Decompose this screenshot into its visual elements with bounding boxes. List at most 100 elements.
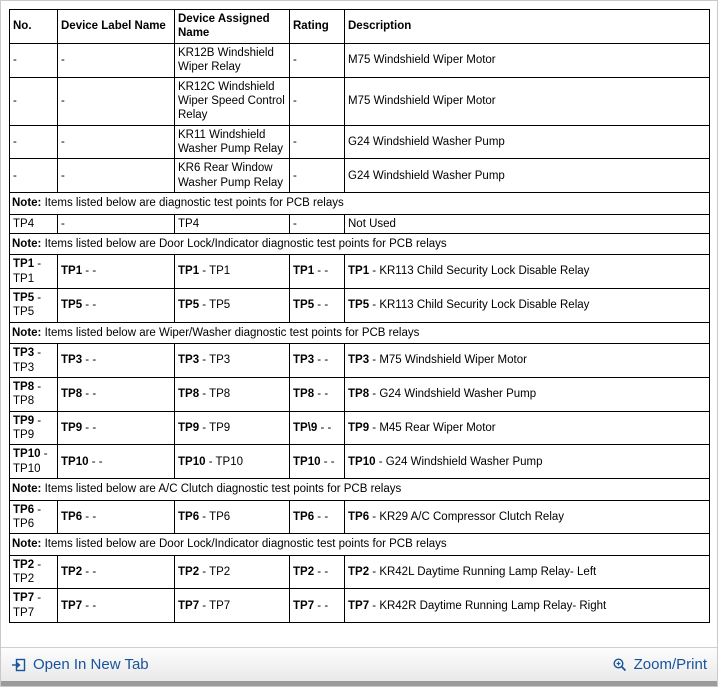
table-cell: TP\9 - - xyxy=(289,410,345,446)
note-row: Note: Items listed below are Door Lock/I… xyxy=(9,533,710,556)
table-body: - - KR12B Windshield Wiper Relay - M75 Winds… xyxy=(9,42,710,624)
table-cell: TP2 - TP2 xyxy=(9,554,58,590)
table-cell: KR11 Windshield Washer Pump Relay xyxy=(174,124,290,160)
table-container: No. Device Label Name Device Assigned Name… xyxy=(1,1,717,647)
table-cell: TP7 - TP7 xyxy=(174,588,290,624)
table-row: - - KR12B Windshield Wiper Relay - M75 Winds… xyxy=(9,42,710,78)
table-cell: TP8 - G24 Windshield Washer Pump xyxy=(344,376,710,412)
table-cell: TP5 - - xyxy=(289,288,345,323)
table-cell: KR6 Rear Window Washer Pump Relay xyxy=(174,158,290,194)
table-cell: TP1 - TP1 xyxy=(174,254,290,289)
table-cell: TP4 xyxy=(174,213,290,234)
table-cell: TP9 - M45 Rear Wiper Motor xyxy=(344,410,710,446)
table-cell: - xyxy=(289,76,345,126)
table-cell: TP9 - TP9 xyxy=(174,410,290,446)
table-cell: Not Used xyxy=(344,213,710,234)
table-cell: TP3 - TP3 xyxy=(9,343,58,378)
table-cell: TP7 - KR42R Daytime Running Lamp Relay- … xyxy=(344,588,710,624)
table-cell: TP5 - KR113 Child Security Lock Disable … xyxy=(344,288,710,323)
column-header: Rating xyxy=(289,9,345,44)
zoom-magnifier-icon xyxy=(612,657,628,673)
table-cell: TP8 - - xyxy=(57,376,175,412)
panel-bottom-edge xyxy=(1,681,717,686)
open-in-new-tab-label: Open In New Tab xyxy=(33,656,149,673)
table-cell: TP6 - TP6 xyxy=(9,499,58,535)
table-cell: - xyxy=(57,42,175,78)
table-row: TP8 - TP8 TP8 - - TP8 - TP8 TP8 - - TP8 - G2… xyxy=(9,376,710,412)
column-header: Description xyxy=(344,9,710,44)
table-cell: TP8 - - xyxy=(289,376,345,412)
table-row: - - KR11 Windshield Washer Pump Relay - G24 … xyxy=(9,124,710,160)
note-cell: Note: Items listed below are Door Lock/I… xyxy=(9,232,710,256)
open-in-new-tab-link[interactable]: Open In New Tab xyxy=(11,656,149,673)
table-cell: - xyxy=(57,158,175,194)
table-cell: TP1 - - xyxy=(289,254,345,289)
table-cell: TP2 - KR42L Daytime Running Lamp Relay- … xyxy=(344,554,710,590)
note-row: Note: Items listed below are A/C Clutch … xyxy=(9,478,710,501)
column-header: Device Assigned Name xyxy=(174,9,290,44)
table-cell: TP3 - - xyxy=(289,343,345,378)
table-cell: - xyxy=(289,158,345,194)
table-row: TP7 - TP7 TP7 - - TP7 - TP7 TP7 - - TP7 - KR… xyxy=(9,588,710,624)
table-cell: TP6 - TP6 xyxy=(174,499,290,535)
table-cell: KR12C Windshield Wiper Speed Control Rel… xyxy=(174,76,290,126)
table-cell: TP3 - TP3 xyxy=(174,343,290,378)
table-cell: - xyxy=(57,76,175,126)
table-cell: TP8 - TP8 xyxy=(174,376,290,412)
table-header-row: No. Device Label Name Device Assigned Name… xyxy=(9,9,710,44)
table-cell: TP5 - TP5 xyxy=(174,288,290,323)
table-cell: - xyxy=(9,76,58,126)
table-cell: - xyxy=(289,42,345,78)
table-cell: TP9 - - xyxy=(57,410,175,446)
table-cell: TP2 - - xyxy=(289,554,345,590)
table-cell: TP7 - - xyxy=(57,588,175,624)
table-row: TP6 - TP6 TP6 - - TP6 - TP6 TP6 - - TP6 - KR… xyxy=(9,499,710,535)
zoom-print-link[interactable]: Zoom/Print xyxy=(612,656,707,673)
table-row: TP2 - TP2 TP2 - - TP2 - TP2 TP2 - - TP2 - KR… xyxy=(9,554,710,590)
table-row: - - KR12C Windshield Wiper Speed Control R… xyxy=(9,76,710,126)
table-cell: TP1 - KR113 Child Security Lock Disable … xyxy=(344,254,710,289)
table-row: TP5 - TP5 TP5 - - TP5 - TP5 TP5 - - TP5 - KR… xyxy=(9,288,710,323)
table-cell: TP8 - TP8 xyxy=(9,376,58,412)
table-cell: - xyxy=(57,124,175,160)
note-row: Note: Items listed below are Wiper/Washe… xyxy=(9,321,710,345)
table-cell: TP10 - - xyxy=(57,444,175,480)
table-row: - - KR6 Rear Window Washer Pump Relay - G24 … xyxy=(9,158,710,194)
table-row: TP4- TP4- Not Used xyxy=(9,213,710,234)
table-cell: TP6 - - xyxy=(289,499,345,535)
table-cell: TP10 - TP10 xyxy=(174,444,290,480)
table-cell: TP6 - KR29 A/C Compressor Clutch Relay xyxy=(344,499,710,535)
table-cell: TP9 - TP9 xyxy=(9,410,58,446)
table-cell: TP10 - TP10 xyxy=(9,444,58,480)
table-cell: TP2 - - xyxy=(57,554,175,590)
table-cell: TP6 - - xyxy=(57,499,175,535)
table-cell: G24 Windshield Washer Pump xyxy=(344,124,710,160)
footer-toolbar: Open In New Tab Zoom/Print xyxy=(1,647,717,681)
table-row: TP1 - TP1 TP1 - - TP1 - TP1 TP1 - - TP1 - KR… xyxy=(9,254,710,289)
table-cell: - xyxy=(289,124,345,160)
table-cell: - xyxy=(289,213,345,234)
table-cell: TP3 - - xyxy=(57,343,175,378)
table-cell: - xyxy=(9,42,58,78)
table-cell: TP7 - - xyxy=(289,588,345,624)
table-cell: TP10 - G24 Windshield Washer Pump xyxy=(344,444,710,480)
device-table: No. Device Label Name Device Assigned Name… xyxy=(9,9,710,624)
table-cell: TP2 - TP2 xyxy=(174,554,290,590)
table-cell: TP1 - TP1 xyxy=(9,254,58,289)
table-cell: TP4 xyxy=(9,213,58,234)
table-cell: KR12B Windshield Wiper Relay xyxy=(174,42,290,78)
table-cell: TP7 - TP7 xyxy=(9,588,58,624)
note-row: Note: Items listed below are Door Lock/I… xyxy=(9,232,710,256)
note-cell: Note: Items listed below are Door Lock/I… xyxy=(9,533,710,556)
table-cell: TP5 - - xyxy=(57,288,175,323)
column-header: Device Label Name xyxy=(57,9,175,44)
table-cell: - xyxy=(9,124,58,160)
table-cell: M75 Windshield Wiper Motor xyxy=(344,42,710,78)
table-cell: TP5 - TP5 xyxy=(9,288,58,323)
column-header: No. xyxy=(9,9,58,44)
table-cell: TP1 - - xyxy=(57,254,175,289)
note-cell: Note: Items listed below are Wiper/Washe… xyxy=(9,321,710,345)
table-cell: M75 Windshield Wiper Motor xyxy=(344,76,710,126)
table-row: TP9 - TP9 TP9 - - TP9 - TP9 TP\9 - - TP9 - M… xyxy=(9,410,710,446)
